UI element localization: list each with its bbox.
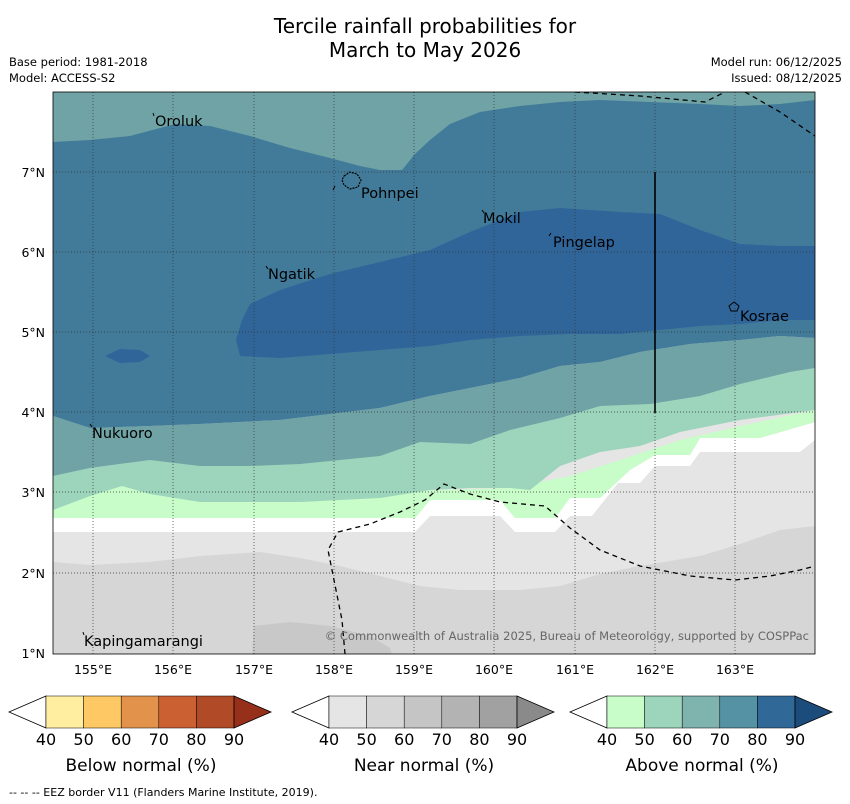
colorbar-below-tick: 90 <box>224 730 244 749</box>
lon-label-163e: 163°E <box>716 662 754 677</box>
lon-label-162e: 162°E <box>636 662 674 677</box>
colorbar-below-min-arrow <box>7 695 47 729</box>
lat-label-5n: 5°N <box>21 325 45 340</box>
colorbar-below-tick: 70 <box>149 730 169 749</box>
pohnpei-island-outline <box>341 171 362 190</box>
lat-label-2n: 2°N <box>21 566 45 581</box>
place-label-ngatik: Ngatik <box>268 267 316 283</box>
eez-footnote: -- -- -- EEZ border V11 (Flanders Marine… <box>9 786 318 799</box>
lon-label-155e: 155°E <box>74 662 112 677</box>
colorbar-above-tick: 40 <box>597 730 617 749</box>
kosrae-island-outline <box>728 301 740 312</box>
above-normal-70-region <box>53 336 815 476</box>
colorbar-above-label: Above normal (%) <box>625 756 779 776</box>
colorbar-near-max-arrow <box>516 695 556 729</box>
colorbar-below-tick: 80 <box>186 730 206 749</box>
colorbar-near-segment <box>366 695 405 729</box>
colorbar-above-tick: 70 <box>710 730 730 749</box>
near-normal-70-region <box>252 622 392 654</box>
map-title-line1: Tercile rainfall probabilities for <box>273 14 577 38</box>
lat-label-3n: 3°N <box>21 485 45 500</box>
colorbar-above-segment <box>719 695 758 729</box>
copyright-text: © Commonwealth of Australia 2025, Bureau… <box>325 629 809 643</box>
above-normal-core-region <box>236 208 815 358</box>
above-normal-70-top-region <box>53 92 815 170</box>
colorbar-above-segment <box>644 695 683 729</box>
lat-label-6n: 6°N <box>21 245 45 260</box>
issued-date: Issued: 08/12/2025 <box>731 71 842 85</box>
colorbar-below-segment <box>196 695 235 729</box>
colorbar-below-segment <box>83 695 122 729</box>
colorbar-below-segment <box>120 695 160 729</box>
colorbar-near-tick: 90 <box>507 730 527 749</box>
eez-border <box>327 92 815 654</box>
colorbar-below-tick: 40 <box>36 730 56 749</box>
model-run: Model run: 06/12/2025 <box>710 55 842 69</box>
place-label-kosrae: Kosrae <box>740 309 789 325</box>
colorbar-near-min-arrow <box>290 695 330 729</box>
lon-label-159e: 159°E <box>395 662 433 677</box>
place-label-pohnpei: Pohnpei <box>361 186 419 202</box>
lon-label-157e: 157°E <box>235 662 273 677</box>
white-band <box>53 422 815 532</box>
place-label-mokil: Mokil <box>483 211 521 227</box>
colorbar-near-segment <box>441 695 480 729</box>
colorbar-near-tick: 40 <box>319 730 339 749</box>
colorbar-below-tick: 50 <box>73 730 93 749</box>
colorbar-below-max-arrow <box>233 695 273 729</box>
base-period: Base period: 1981-2018 <box>9 55 148 69</box>
colorbar-above-tick: 90 <box>785 730 805 749</box>
colorbar-near-segment <box>403 695 443 729</box>
place-label-pingelap: Pingelap <box>553 235 615 251</box>
colorbar-above-tick: 60 <box>672 730 692 749</box>
near-normal-60-region <box>53 526 815 654</box>
lat-label-7n: 7°N <box>21 165 45 180</box>
colorbar-below-segment <box>45 695 84 729</box>
lon-label-160e: 160°E <box>475 662 513 677</box>
above-normal-50-region <box>53 410 815 518</box>
pohnpei-atoll-mark <box>332 185 336 191</box>
colorbar-near-tick: 70 <box>432 730 452 749</box>
place-label-nukuoro: Nukuoro <box>92 426 153 442</box>
place-markers <box>82 112 552 636</box>
colorbar-near-tick: 50 <box>356 730 376 749</box>
lat-label-1n: 1°N <box>21 646 45 661</box>
colorbar-below-tick: 60 <box>111 730 131 749</box>
colorbar-above-max-arrow <box>794 695 834 729</box>
colorbar-near-tick: 80 <box>469 730 489 749</box>
lat-label-4n: 4°N <box>21 405 45 420</box>
colorbar-near-segment <box>328 695 367 729</box>
lon-label-158e: 158°E <box>315 662 353 677</box>
colorbar-below-label: Below normal (%) <box>65 756 217 776</box>
above-normal-small-blob <box>105 349 150 363</box>
colorbar-below-segment <box>158 695 197 729</box>
colorbar-above: 40 50 60 70 80 90 <box>568 695 834 749</box>
colorbar-below: 40 50 60 70 80 90 <box>7 695 273 749</box>
meta-left: Base period: 1981-2018 Model: ACCESS-S2 <box>9 54 148 86</box>
colorbar-above-tick: 80 <box>747 730 767 749</box>
grid-lines <box>53 92 815 654</box>
colorbar-above-segment <box>606 695 645 729</box>
place-label-oroluk: Oroluk <box>155 114 203 130</box>
place-label-kapingamarangi: Kapingamarangi <box>84 634 203 650</box>
colorbar-near-label: Near normal (%) <box>353 756 495 776</box>
colorbar-near-segment <box>479 695 518 729</box>
model-name: Model: ACCESS-S2 <box>9 71 116 85</box>
meta-right: Model run: 06/12/2025 Issued: 08/12/2025 <box>711 54 842 86</box>
colorbar-above-tick: 50 <box>634 730 654 749</box>
colorbar-near: 40 50 60 70 80 90 <box>290 695 556 749</box>
map-area: Oroluk Pohnpei Mokil Pingelap Ngatik Kos… <box>53 92 815 654</box>
map-title-line2: March to May 2026 <box>328 38 522 62</box>
lon-label-156e: 156°E <box>154 662 192 677</box>
colorbar-above-segment <box>681 695 721 729</box>
colorbar-above-segment <box>757 695 796 729</box>
colorbar-near-tick: 60 <box>394 730 414 749</box>
colorbar-above-min-arrow <box>568 695 608 729</box>
map-frame <box>52 91 816 655</box>
lon-label-161e: 161°E <box>556 662 594 677</box>
